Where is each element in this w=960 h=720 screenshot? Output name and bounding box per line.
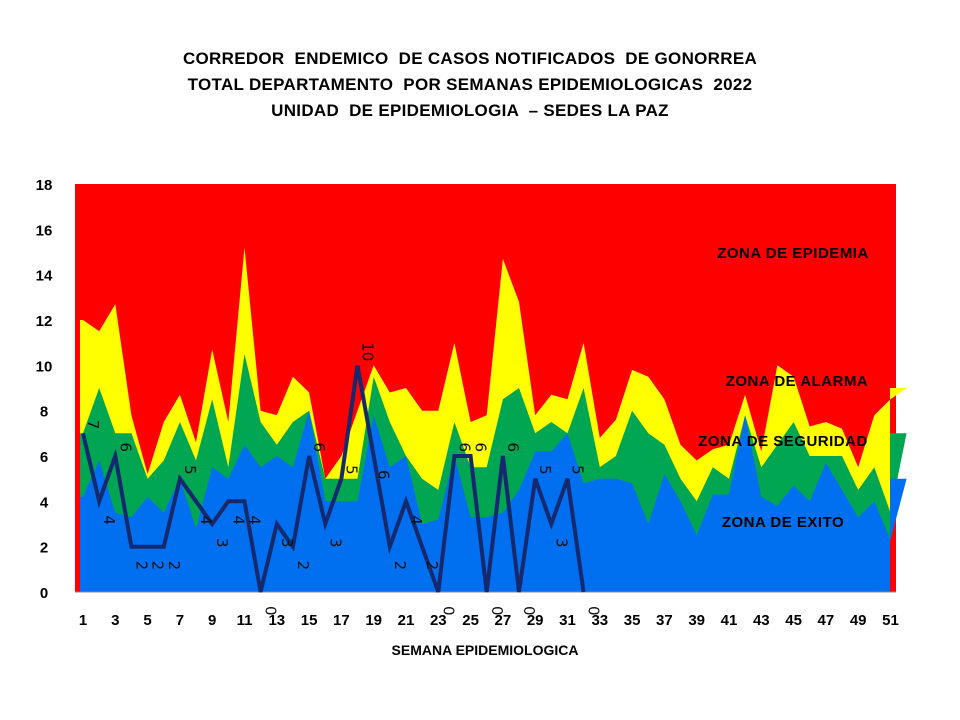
data-label: 5: [342, 465, 360, 475]
zone-label-alarma: ZONA DE ALARMA: [726, 373, 869, 390]
zone-labels: ZONA DE EPIDEMIA ZONA DE ALARMA ZONA DE SE…: [698, 245, 869, 531]
data-label: 5: [569, 465, 587, 475]
data-label: 4: [246, 515, 264, 525]
x-tick-label: 5: [143, 612, 151, 629]
zone-label-exito: ZONA DE EXITO: [722, 514, 844, 531]
x-tick-label: 19: [365, 612, 382, 629]
data-label: 0: [520, 606, 538, 616]
data-label: 6: [455, 442, 473, 452]
data-label: 4: [407, 515, 425, 525]
data-label: 2: [165, 561, 183, 571]
x-tick-label: 27: [495, 612, 512, 629]
x-tick-label: 41: [721, 612, 738, 629]
data-label: 5: [181, 465, 199, 475]
zone-areas: [75, 184, 907, 592]
x-tick-label: 1: [79, 612, 87, 629]
y-tick-label: 12: [36, 313, 53, 330]
data-label: 0: [262, 606, 280, 616]
cases-line: [81, 364, 586, 593]
y-tick-label: 16: [36, 222, 53, 239]
y-tick-label: 2: [40, 540, 48, 557]
x-tick-label: 3: [111, 612, 119, 629]
y-tick-label: 8: [40, 404, 48, 421]
data-label: 0: [488, 606, 506, 616]
zone-exito-area: [80, 410, 907, 592]
zone-label-epidemia: ZONA DE EPIDEMIA: [717, 245, 869, 262]
chart-title-line-1: CORREDOR ENDEMICO DE CASOS NOTIFICADOS D…: [182, 49, 758, 68]
x-tick-label: 43: [753, 612, 770, 629]
y-tick-label: 10: [36, 358, 53, 375]
data-label: 6: [504, 442, 522, 452]
data-label: 2: [149, 561, 167, 571]
data-label: 3: [213, 538, 231, 548]
data-label: 0: [439, 606, 457, 616]
x-tick-label: 29: [527, 612, 544, 629]
x-tick-label: 51: [882, 612, 899, 629]
chart-title-line-3: UNIDAD DE EPIDEMIOLOGIA – SEDES LA PAZ: [271, 101, 669, 120]
data-label: 10: [359, 342, 377, 361]
x-tick-label: 17: [333, 612, 350, 629]
chart-title-line-2: TOTAL DEPARTAMENTO POR SEMANAS EPIDEMIOL…: [187, 75, 753, 94]
series-line: [81, 364, 586, 593]
y-tick-label: 4: [40, 494, 49, 511]
data-label: 2: [132, 561, 150, 571]
zone-label-seguridad: ZONA DE SEGURIDAD: [698, 433, 868, 450]
x-tick-label: 21: [398, 612, 415, 629]
y-tick-label: 18: [36, 177, 53, 194]
data-label: 3: [326, 538, 344, 548]
x-tick-label: 39: [688, 612, 705, 629]
data-label: 6: [472, 442, 490, 452]
x-tick-label: 7: [176, 612, 184, 629]
data-label: 2: [423, 561, 441, 571]
data-label: 2: [294, 561, 312, 571]
data-label: 4: [197, 515, 215, 525]
data-label: 6: [310, 442, 328, 452]
x-tick-label: 37: [656, 612, 673, 629]
data-label: 7: [84, 420, 102, 430]
data-label: 4: [229, 515, 247, 525]
x-tick-label: 47: [818, 612, 835, 629]
x-axis-label: SEMANA EPIDEMIOLOGICA: [392, 642, 579, 658]
x-tick-label: 33: [591, 612, 608, 629]
x-tick-label: 49: [850, 612, 867, 629]
x-tick-label: 45: [785, 612, 802, 629]
x-tick-label: 31: [559, 612, 576, 629]
data-label: 5: [536, 465, 554, 475]
data-label: 6: [375, 470, 393, 480]
x-tick-label: 23: [430, 612, 447, 629]
data-label: 3: [552, 538, 570, 548]
data-label: 6: [116, 442, 134, 452]
data-label: 3: [278, 538, 296, 548]
data-label: 0: [585, 606, 603, 616]
x-tick-label: 25: [462, 612, 479, 629]
data-label: 2: [391, 561, 409, 571]
x-tick-label: 11: [237, 612, 253, 629]
y-tick-label: 6: [40, 449, 48, 466]
y-tick-label: 0: [40, 585, 48, 602]
data-label: 4: [100, 515, 118, 525]
y-tick-label: 14: [36, 268, 53, 285]
x-tick-label: 15: [301, 612, 318, 629]
x-tick-label: 35: [624, 612, 641, 629]
x-tick-label: 13: [268, 612, 285, 629]
x-tick-label: 9: [208, 612, 216, 629]
